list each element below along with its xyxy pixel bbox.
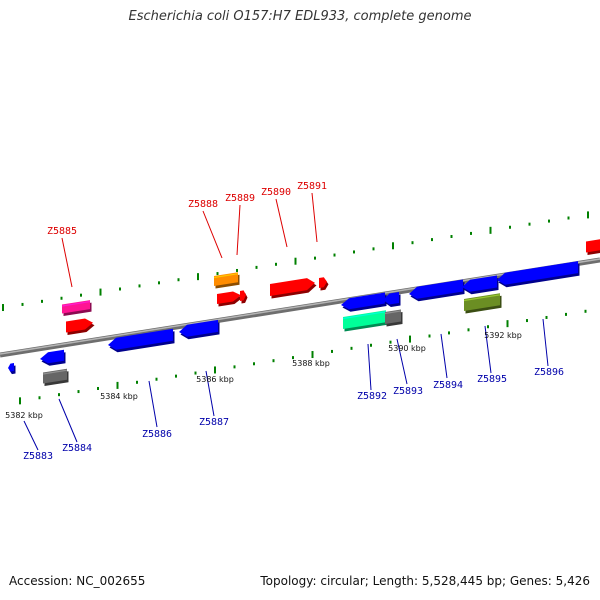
leader-line	[275, 198, 288, 248]
gene-label-z5885[interactable]: Z5885	[47, 226, 77, 237]
gene-label-z5889[interactable]: Z5889	[225, 193, 255, 204]
gene-label-z5884[interactable]: Z5884	[62, 443, 92, 454]
gene-feature[interactable]	[463, 293, 502, 314]
gene-feature[interactable]	[409, 279, 465, 302]
gene-label-z5888[interactable]: Z5888	[188, 199, 218, 210]
gene-label-z5894[interactable]: Z5894	[433, 380, 463, 391]
gene-feature[interactable]	[42, 368, 69, 386]
gene-feature[interactable]	[179, 319, 220, 340]
gene-features[interactable]	[8, 239, 600, 386]
kbp-label: 5388 kbp	[292, 359, 330, 368]
gene-feature[interactable]	[585, 239, 600, 255]
gene-feature[interactable]	[61, 300, 92, 316]
leader-line	[542, 318, 549, 367]
leader-line	[311, 192, 318, 243]
label-leaders	[23, 192, 549, 451]
tick-marks	[2, 211, 589, 405]
kbp-label: 5386 kbp	[196, 375, 234, 384]
genome-backbone	[0, 257, 600, 358]
genome-summary: Topology: circular; Length: 5,528,445 bp…	[260, 574, 590, 588]
gene-label-z5891[interactable]: Z5891	[297, 181, 327, 192]
kbp-label: 5392 kbp	[484, 331, 522, 340]
gene-feature[interactable]	[269, 278, 317, 299]
gene-label-z5883[interactable]: Z5883	[23, 451, 53, 462]
gene-feature[interactable]	[239, 290, 248, 304]
gene-feature[interactable]	[318, 277, 329, 291]
leader-line	[367, 343, 372, 391]
leader-line	[440, 333, 448, 379]
gene-feature[interactable]	[216, 291, 243, 307]
accession-text: Accession: NC_002655	[9, 574, 146, 588]
gene-labels: Z5885 Z5888 Z5889 Z5890 Z5891 Z5883 Z5884 Z5886…	[23, 181, 564, 462]
gene-label-z5896[interactable]: Z5896	[534, 367, 564, 378]
gene-feature[interactable]	[497, 261, 580, 288]
leader-line	[202, 210, 223, 259]
gene-label-z5892[interactable]: Z5892	[357, 391, 387, 402]
gene-feature[interactable]	[108, 328, 175, 353]
kbp-labels: 5382 kbp 5384 kbp 5386 kbp 5388 kbp 5390 kbp…	[5, 331, 522, 420]
leader-line	[236, 204, 241, 256]
gene-feature[interactable]	[213, 272, 240, 289]
genome-title: Escherichia coli O157:H7 EDL933, complet…	[128, 9, 472, 24]
gene-label-z5893[interactable]: Z5893	[393, 386, 423, 397]
leader-line	[61, 237, 73, 288]
leader-line	[484, 325, 492, 374]
leader-line	[396, 338, 408, 385]
gene-feature[interactable]	[384, 309, 403, 327]
leader-line	[148, 380, 158, 428]
kbp-label: 5382 kbp	[5, 411, 43, 420]
gene-feature[interactable]	[65, 318, 95, 335]
leader-line	[205, 370, 215, 417]
gene-feature[interactable]	[40, 349, 66, 366]
gene-feature[interactable]	[341, 292, 387, 312]
gene-label-z5887[interactable]: Z5887	[199, 417, 229, 428]
gene-label-z5890[interactable]: Z5890	[261, 187, 291, 198]
gene-label-z5895[interactable]: Z5895	[477, 374, 507, 385]
kbp-label: 5384 kbp	[100, 392, 138, 401]
gene-feature[interactable]	[383, 291, 401, 307]
kbp-label: 5390 kbp	[388, 344, 426, 353]
gene-label-z5886[interactable]: Z5886	[142, 429, 172, 440]
gene-feature[interactable]	[8, 363, 16, 375]
leader-line	[58, 398, 78, 443]
gene-feature[interactable]	[342, 310, 388, 332]
gene-feature[interactable]	[462, 275, 499, 295]
leader-line	[23, 420, 39, 451]
